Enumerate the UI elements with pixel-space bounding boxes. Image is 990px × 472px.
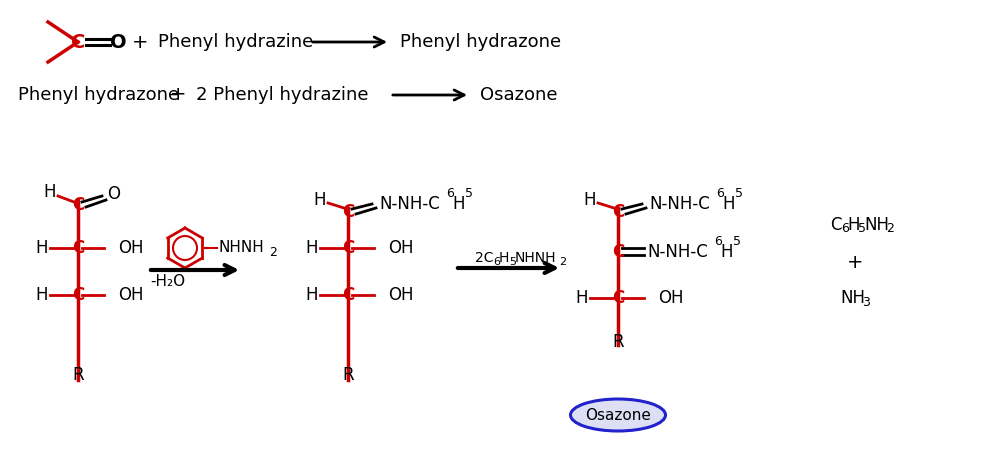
Text: R: R xyxy=(343,366,353,384)
Text: C: C xyxy=(830,216,842,234)
Text: 2: 2 xyxy=(269,246,277,260)
Text: C: C xyxy=(72,239,84,257)
Text: OH: OH xyxy=(118,286,144,304)
Text: 5: 5 xyxy=(465,187,473,200)
Text: R: R xyxy=(72,366,84,384)
Text: C: C xyxy=(72,196,84,214)
Text: OH: OH xyxy=(388,239,414,257)
Text: H: H xyxy=(576,289,588,307)
Text: 2C: 2C xyxy=(475,251,493,265)
Text: OH: OH xyxy=(658,289,683,307)
Text: 2: 2 xyxy=(559,257,566,267)
Text: NHNH: NHNH xyxy=(219,241,264,255)
Text: R: R xyxy=(612,333,624,351)
Text: C: C xyxy=(612,289,624,307)
Text: H: H xyxy=(36,286,49,304)
Text: +: + xyxy=(846,253,863,271)
Text: 3: 3 xyxy=(862,295,870,309)
Text: H: H xyxy=(499,251,510,265)
Text: H: H xyxy=(44,183,56,201)
Text: N-NH-C: N-NH-C xyxy=(379,195,440,213)
Text: 6: 6 xyxy=(446,187,453,200)
Text: C: C xyxy=(342,286,354,304)
Text: 6: 6 xyxy=(716,187,724,200)
Text: C: C xyxy=(71,33,85,51)
Text: C: C xyxy=(612,243,624,261)
Text: +: + xyxy=(132,33,148,51)
Text: N-NH-C: N-NH-C xyxy=(649,195,710,213)
Text: Phenyl hydrazine: Phenyl hydrazine xyxy=(158,33,313,51)
Text: 6: 6 xyxy=(714,235,722,248)
Text: -H₂O: -H₂O xyxy=(150,275,185,289)
Text: 2 Phenyl hydrazine: 2 Phenyl hydrazine xyxy=(196,86,368,104)
Text: H: H xyxy=(306,286,318,304)
Text: N-NH-C: N-NH-C xyxy=(647,243,708,261)
Text: 2: 2 xyxy=(886,222,894,236)
Text: 5: 5 xyxy=(733,235,741,248)
Text: H: H xyxy=(722,195,735,213)
Text: Osazone: Osazone xyxy=(585,407,651,422)
Text: H: H xyxy=(306,239,318,257)
Ellipse shape xyxy=(570,399,665,431)
Text: Osazone: Osazone xyxy=(480,86,557,104)
Text: NHNH: NHNH xyxy=(515,251,556,265)
Text: OH: OH xyxy=(388,286,414,304)
Text: H: H xyxy=(847,216,859,234)
Text: O: O xyxy=(108,185,121,203)
Text: H: H xyxy=(452,195,464,213)
Text: C: C xyxy=(72,286,84,304)
Text: 6: 6 xyxy=(841,222,848,236)
Text: Phenyl hydrazone: Phenyl hydrazone xyxy=(18,86,179,104)
Text: H: H xyxy=(314,191,327,209)
Text: 5: 5 xyxy=(858,222,866,236)
Text: H: H xyxy=(720,243,733,261)
Text: C: C xyxy=(612,203,624,221)
Text: +: + xyxy=(169,85,186,104)
Text: NH: NH xyxy=(864,216,889,234)
Text: NH: NH xyxy=(840,289,865,307)
Text: C: C xyxy=(342,239,354,257)
Text: H: H xyxy=(584,191,596,209)
Text: C: C xyxy=(342,203,354,221)
Text: 5: 5 xyxy=(735,187,743,200)
Text: 6: 6 xyxy=(493,257,500,267)
Text: OH: OH xyxy=(118,239,144,257)
Text: O: O xyxy=(110,33,127,51)
Text: 5: 5 xyxy=(509,257,516,267)
Text: Phenyl hydrazone: Phenyl hydrazone xyxy=(400,33,561,51)
Text: H: H xyxy=(36,239,49,257)
